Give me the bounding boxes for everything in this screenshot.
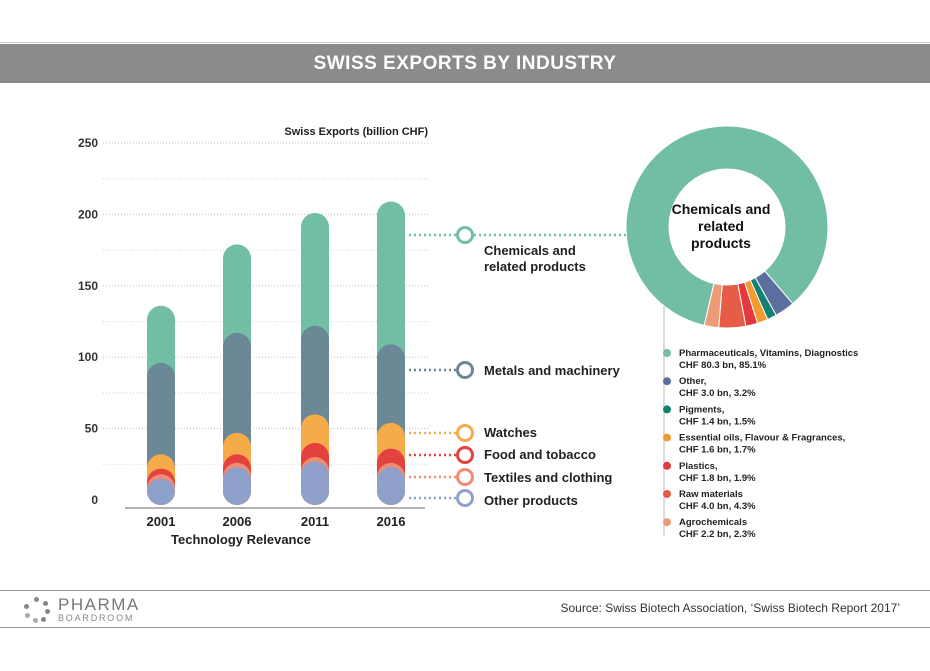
- legend-label: related products: [484, 259, 586, 274]
- y-tick-label: 150: [78, 279, 98, 293]
- pie-slice: [625, 125, 829, 327]
- logo-subtext: BOARDROOM: [58, 613, 135, 623]
- pie-legend-marker: [663, 433, 671, 442]
- pie-legend-detail: CHF 3.0 bn, 3.2%: [679, 388, 756, 399]
- x-tick-label: 2011: [301, 514, 329, 529]
- pie-legend-label: Pharmaceuticals, Vitamins, Diagnostics: [679, 348, 858, 359]
- legend-marker: [456, 489, 474, 507]
- legend-label: Food and tobacco: [484, 447, 596, 462]
- pie-legend-marker: [663, 377, 671, 386]
- donut-center-label: products: [691, 235, 751, 251]
- logo-dots-icon: [24, 596, 50, 623]
- donut-center-label: related: [698, 218, 744, 234]
- legend-label: Chemicals and: [484, 243, 576, 258]
- pie-legend-detail: CHF 2.2 bn, 2.3%: [679, 529, 756, 540]
- pie-legend-marker: [663, 518, 671, 527]
- page-title: SWISS EXPORTS BY INDUSTRY: [0, 44, 930, 83]
- pie-legend-detail: CHF 80.3 bn, 85.1%: [679, 360, 767, 371]
- top-rule: [0, 42, 930, 43]
- legend-marker: [456, 468, 474, 486]
- bar-segment: [147, 478, 175, 505]
- footer-bottom-rule: [0, 627, 930, 628]
- legend-marker: [456, 424, 474, 442]
- bar-segment: [223, 467, 251, 505]
- pie-legend-label: Essential oils, Flavour & Fragrances,: [679, 433, 845, 444]
- pie-legend-detail: CHF 1.6 bn, 1.7%: [679, 445, 756, 456]
- legend-marker: [456, 446, 474, 464]
- source-note: Source: Swiss Biotech Association, ‘Swis…: [560, 601, 901, 615]
- bar-segment: [301, 461, 329, 505]
- legend-label: Textiles and clothing: [484, 470, 612, 485]
- donut-center-label: Chemicals and: [672, 201, 771, 217]
- y-tick-label: 50: [85, 422, 99, 436]
- pie-legend-detail: CHF 1.4 bn, 1.5%: [679, 416, 756, 427]
- legend-label: Watches: [484, 425, 537, 440]
- donut-hole: [670, 170, 784, 284]
- logo-wordmark: PHARMA: [58, 595, 140, 614]
- pie-legend-label: Pigments,: [679, 404, 724, 415]
- legend-marker: [456, 226, 474, 244]
- pie-legend-marker: [663, 349, 671, 357]
- pie-legend-marker: [663, 461, 671, 470]
- y-tick-label: 200: [78, 207, 98, 221]
- chart-title: Swiss Exports (billion CHF): [284, 126, 428, 138]
- y-tick-label: 0: [91, 493, 98, 507]
- legend-marker: [456, 361, 474, 379]
- pie-legend-label: Plastics,: [679, 461, 718, 472]
- y-tick-label: 100: [78, 350, 98, 364]
- legend-label: Metals and machinery: [484, 363, 621, 378]
- pie-legend-marker: [663, 490, 671, 498]
- pie-legend-detail: CHF 4.0 bn, 4.3%: [679, 501, 756, 512]
- pie-legend-label: Raw materials: [679, 489, 743, 500]
- pie-legend-marker: [663, 405, 671, 414]
- x-tick-label: 2006: [223, 514, 252, 529]
- brand-logo: PHARMA BOARDROOM: [24, 596, 140, 623]
- pie-legend-label: Agrochemicals: [679, 517, 747, 528]
- pie-legend-detail: CHF 1.8 bn, 1.9%: [679, 473, 756, 484]
- y-tick-label: 250: [78, 136, 98, 150]
- x-tick-label: 2016: [377, 514, 406, 529]
- x-axis-label: Technology Relevance: [171, 532, 311, 547]
- bar-segment: [377, 467, 405, 505]
- legend-label: Other products: [484, 493, 578, 508]
- x-tick-label: 2001: [147, 514, 176, 529]
- footer-top-rule: [0, 590, 930, 591]
- pie-slice: [703, 282, 723, 329]
- pie-legend-label: Other,: [679, 376, 706, 387]
